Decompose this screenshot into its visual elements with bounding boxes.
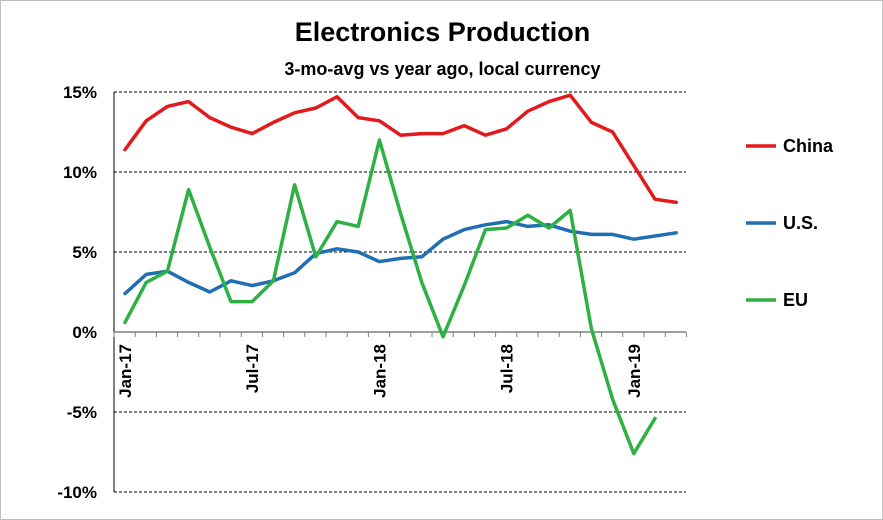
series-line-eu (123, 138, 657, 456)
y-tick-label: 10% (63, 163, 97, 182)
legend-label-eu: EU (783, 290, 808, 310)
y-tick-label: 5% (72, 243, 97, 262)
y-tick-label: -5% (67, 403, 97, 422)
x-tick-label: Jan-19 (625, 344, 644, 398)
y-tick-label: 0% (72, 323, 97, 342)
chart-subtitle: 3-mo-avg vs year ago, local currency (284, 59, 601, 79)
series-line-u-s (123, 219, 678, 296)
x-tick-label: Jul-17 (243, 344, 262, 393)
x-tick-label: Jul-18 (498, 344, 517, 393)
y-tick-label: -10% (57, 483, 97, 502)
chart-title: Electronics Production (294, 17, 591, 47)
x-tick-label: Jan-18 (370, 344, 389, 398)
x-tick-label: Jan-17 (116, 344, 135, 398)
legend-label-u-s: U.S. (783, 213, 818, 233)
y-tick-label: 15% (63, 83, 97, 102)
legend-label-china: China (783, 136, 834, 156)
series-line-china (123, 93, 678, 205)
